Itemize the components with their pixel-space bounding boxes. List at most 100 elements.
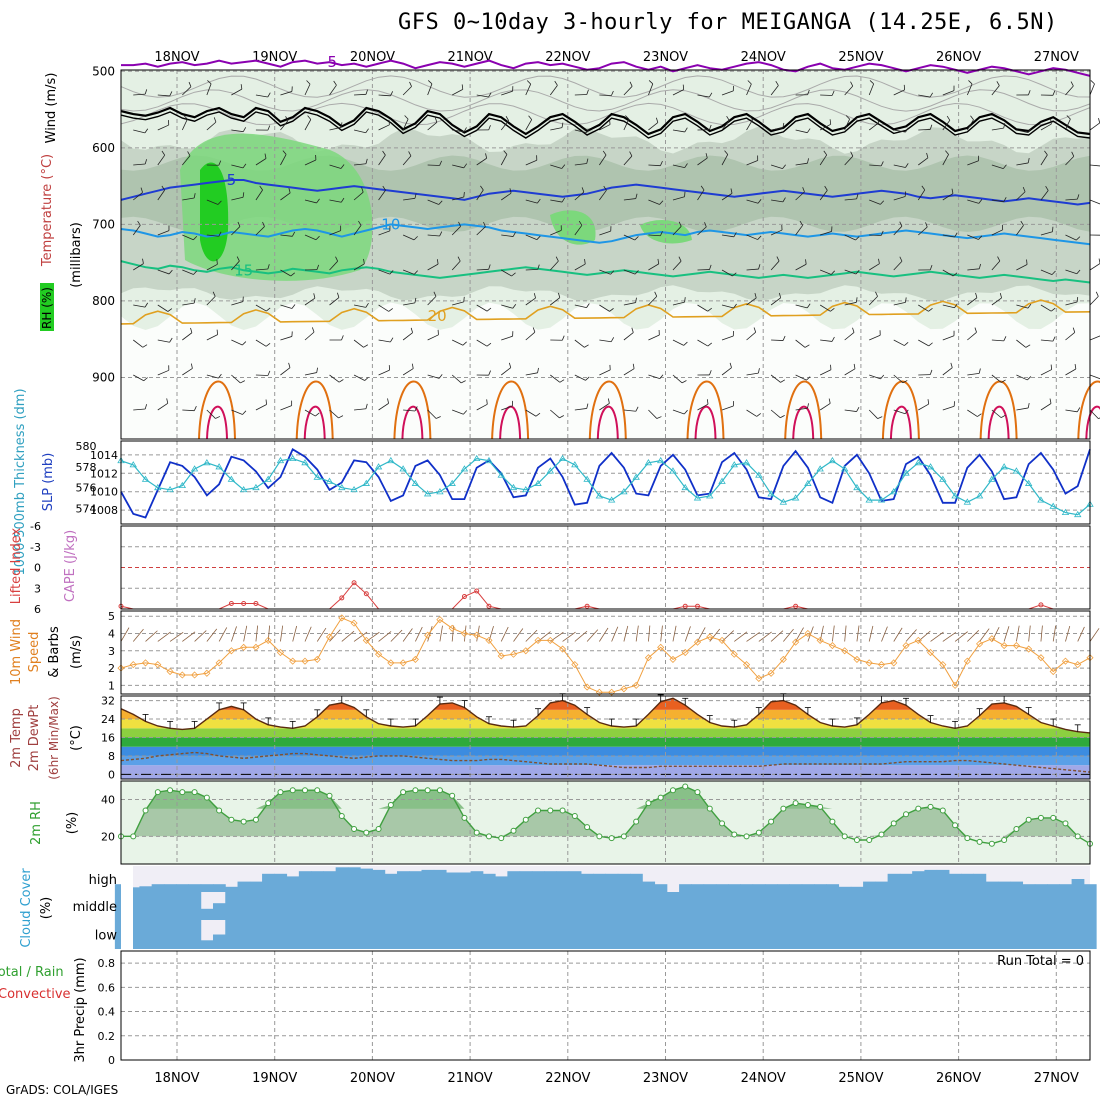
wind-barb [1065, 85, 1074, 96]
cloud-cell [409, 871, 423, 892]
wind-barb-10m [255, 625, 259, 642]
wind-barb [844, 269, 857, 275]
cloud-cell [764, 920, 778, 949]
wind-barb [427, 234, 440, 237]
wind-barb [599, 304, 610, 312]
wind-barb-10m [868, 625, 874, 642]
wind-barb [954, 232, 958, 238]
wind-barb [852, 327, 855, 333]
wind-barb [206, 83, 212, 96]
rh-point [1074, 833, 1081, 840]
rh-area-high [121, 786, 1090, 809]
wind-barb [561, 197, 566, 203]
wind-barb [264, 153, 267, 159]
wind-speed-point [1012, 642, 1020, 650]
cloud-cell [446, 920, 459, 949]
rh-point [571, 813, 578, 820]
top-date-label: 18NOV [154, 50, 199, 65]
cloud-cell [617, 920, 631, 949]
wind-barb [672, 89, 684, 96]
wind-barb [133, 192, 143, 201]
thickness-point [289, 454, 297, 462]
wind-barb [280, 269, 292, 277]
cloud-cell [421, 892, 435, 920]
wind-barb [363, 258, 365, 264]
wind-barb [329, 230, 341, 236]
wind-barb [758, 264, 761, 270]
cloud-cell [740, 892, 754, 920]
wind-barb [850, 81, 854, 87]
wind-speed-point [693, 638, 702, 646]
wind-barb [525, 199, 538, 204]
cloud-cell [482, 920, 496, 949]
temp-color-band [121, 728, 1090, 738]
wind-speed-point [718, 636, 726, 644]
cloud-cell [777, 892, 790, 920]
thickness-point [644, 459, 653, 466]
wind-barb [1066, 115, 1071, 120]
wind-speed-point [632, 681, 640, 689]
wind-barb [730, 188, 733, 194]
wind-barb [942, 120, 951, 131]
cape-point [351, 580, 357, 586]
wind-barb [869, 164, 882, 167]
wind-speed-point [571, 661, 579, 669]
wind-speed-point [890, 659, 898, 667]
wind-barb [709, 124, 712, 130]
pressure-axis-label: (millibars) [69, 222, 84, 288]
rh-contour [120, 89, 1091, 112]
cloud-cell [298, 920, 312, 949]
wind-barb [144, 128, 149, 134]
wind-barb [829, 119, 832, 125]
wind-barb [452, 409, 464, 415]
wind-barb-10m [942, 631, 957, 642]
wind-barb [806, 376, 811, 381]
wind-barb [427, 80, 433, 85]
thickness-point [669, 467, 677, 474]
wind-barb [880, 374, 885, 380]
wind-barb [1016, 407, 1029, 411]
wind-barb [133, 304, 146, 308]
wind-barb [869, 263, 880, 271]
rh-point [498, 835, 505, 842]
wind-speed-point [362, 636, 370, 644]
thickness-point [1012, 467, 1021, 474]
wind-barb [823, 150, 828, 156]
cloud-cell [924, 892, 938, 920]
wind-barb [1027, 402, 1030, 409]
wind-barb [804, 344, 810, 348]
wind-speed-point [460, 629, 469, 638]
cloud-row-label: high [89, 873, 117, 888]
wind-barb [844, 301, 857, 306]
wind-barb-10m [218, 627, 228, 642]
wind-barb-10m [1052, 625, 1057, 642]
cloud-cell [887, 892, 901, 920]
cloud-cell [544, 871, 557, 892]
cloud-cell [838, 920, 852, 949]
legend-rh: RH (%) [40, 287, 54, 329]
wind-barb [501, 90, 513, 96]
cloud-row-label: low [95, 929, 118, 944]
wind-barb-10m [500, 626, 509, 642]
wind-barb [1040, 190, 1049, 201]
wind-barb [561, 164, 566, 169]
cloud-cell [495, 876, 508, 892]
cloud-axis-label: (%) [39, 897, 54, 920]
wind-barb [1003, 197, 1007, 202]
wind-barb-10m [746, 631, 760, 642]
slp-tick-label: 1012 [90, 467, 118, 480]
wind-barb [1002, 164, 1007, 169]
thickness-point [571, 461, 579, 468]
wind-barb [648, 164, 661, 167]
wind-axis-label: Speed [27, 632, 42, 673]
wind-barb [586, 89, 589, 95]
wind-barb [488, 125, 491, 131]
cloud-cell [863, 920, 876, 949]
wind-barb [387, 398, 389, 404]
wind-speed-point [411, 655, 419, 663]
upper-air-panel [120, 69, 1091, 440]
cape-point [486, 603, 492, 609]
wind-barb [999, 293, 1002, 299]
rh-point [547, 807, 554, 814]
cape-panel [120, 525, 1091, 610]
